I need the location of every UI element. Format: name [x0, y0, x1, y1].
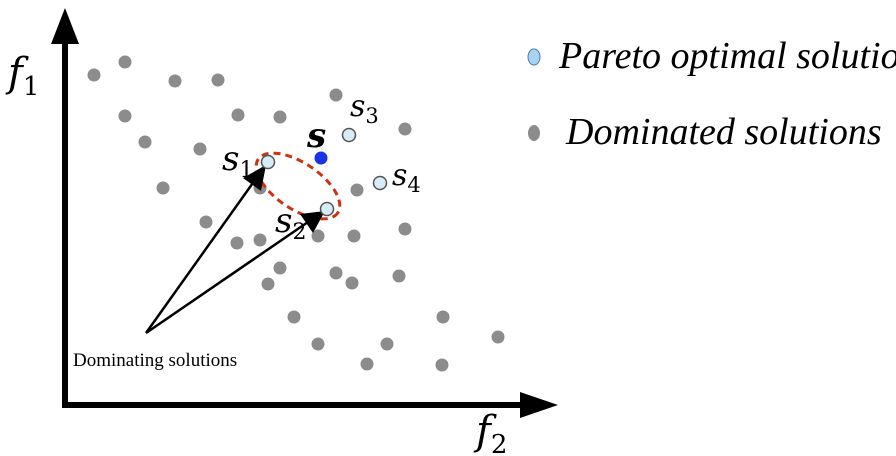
y-axis-label: f1 [5, 50, 39, 102]
dominated-point [193, 142, 207, 156]
axes [51, 8, 558, 418]
pareto-point-s2 [319, 201, 335, 217]
label-s1: s1 [222, 139, 253, 183]
pareto-point-s1 [260, 154, 276, 170]
dominated-point [168, 74, 182, 88]
dominated-point [87, 68, 101, 82]
dominated-point [138, 135, 152, 149]
x-axis-arrowhead [520, 392, 558, 418]
legend-dominated-marker [528, 125, 540, 141]
dominated-points [87, 55, 505, 372]
dominated-point [311, 229, 325, 243]
dominated-point [329, 88, 343, 102]
dominated-point [380, 337, 394, 351]
special-point-s [314, 151, 328, 165]
arrow-to-s2-head [300, 211, 325, 233]
legend-pareto-label: Pareto optimal solutions [558, 35, 896, 77]
pareto-point-s4 [372, 175, 388, 191]
arrow-to-s2 [145, 220, 309, 335]
dominated-point [311, 337, 325, 351]
dominated-point [329, 266, 343, 280]
dominated-point [231, 108, 245, 122]
label-s3: s3 [350, 89, 379, 128]
dominated-point [287, 310, 301, 324]
dominated-point [435, 358, 449, 372]
arrow-to-s1 [144, 179, 257, 334]
label-s4: s4 [392, 158, 421, 197]
dominated-point [118, 55, 132, 69]
label-s2: s2 [275, 201, 306, 245]
y-axis-arrowhead [51, 8, 79, 44]
pareto-point-s3 [341, 127, 357, 143]
x-axis-label: f2 [473, 408, 507, 456]
dominated-point [253, 233, 267, 247]
dominated-point [199, 215, 213, 229]
dominated-point [211, 73, 225, 87]
dominated-point [350, 183, 364, 197]
arrow-to-s1-head [243, 165, 266, 191]
dominated-point [491, 330, 505, 344]
dominated-point [230, 236, 244, 250]
dominating-solutions-caption: Dominating solutions [73, 350, 237, 371]
dominated-point [261, 277, 275, 291]
legend-dominated-label: Dominated solutions [565, 111, 882, 153]
legend: Pareto optimal solutions Dominated solut… [527, 35, 896, 153]
dominated-point [273, 261, 287, 275]
dominating-set-ellipse [254, 151, 342, 221]
legend-pareto-marker [527, 48, 541, 66]
dominated-point [398, 122, 412, 136]
dominated-point [398, 222, 412, 236]
dominated-point [360, 357, 374, 371]
dominated-point [436, 310, 450, 324]
label-s: s [306, 116, 326, 156]
dominated-point [156, 181, 170, 195]
y-axis-label-sub: 1 [23, 72, 40, 102]
dominated-point [118, 109, 132, 123]
dominated-point [273, 110, 287, 124]
dominated-point [347, 229, 361, 243]
dominating-arrows [144, 165, 325, 335]
x-axis-label-sub: 2 [491, 430, 508, 456]
dominated-point [345, 276, 359, 290]
dominated-point [392, 269, 406, 283]
